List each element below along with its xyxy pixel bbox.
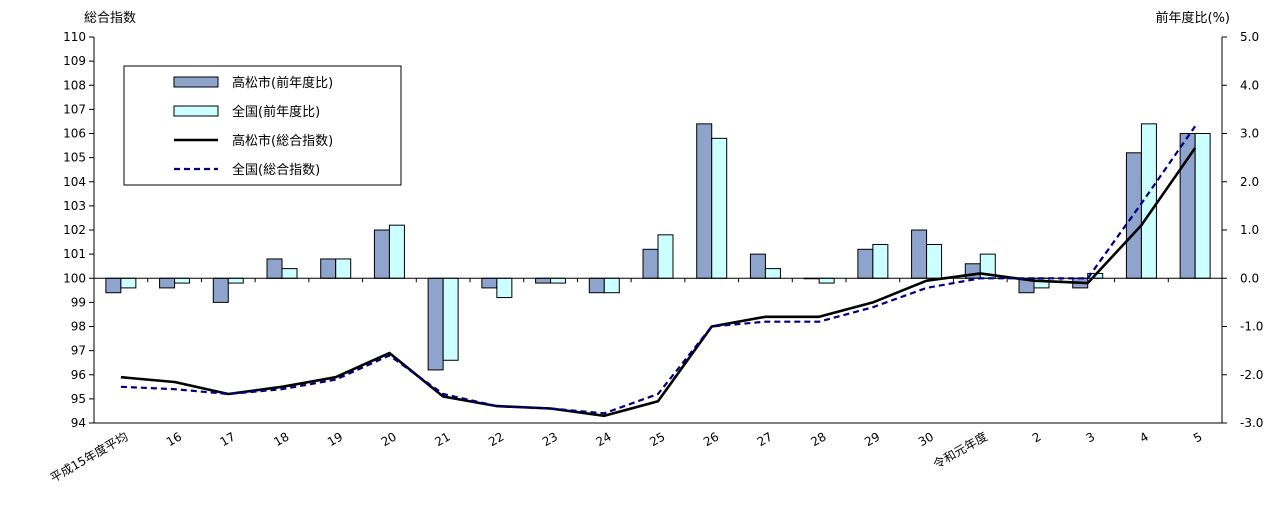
bar-national-15 [926,243,943,279]
category-label: 28 [808,429,828,449]
category-label: 20 [379,429,399,449]
right-tick-label: 5.0 [1240,30,1259,44]
left-tick-label: 97 [71,344,86,358]
category-label: 27 [755,429,775,449]
legend-label-0: 高松市(前年度比) [232,75,333,91]
right-axis-title: 前年度比(%) [1155,11,1231,26]
legend-label-1: 全国(前年度比) [232,104,320,120]
bar-takamatsu-1 [159,277,176,289]
right-tick-label: 4.0 [1240,78,1259,92]
bar-national-8 [550,277,567,284]
bar-takamatsu-14 [857,248,874,279]
line-national-index [120,125,1197,415]
left-tick-label: 103 [63,199,86,213]
bar-takamatsu-8 [535,277,552,284]
category-label: 26 [701,429,721,449]
left-tick-label: 102 [63,223,86,237]
left-tick-label: 104 [63,175,86,189]
bar-national-7 [496,277,513,299]
category-label: 23 [540,429,560,449]
category-label: 令和元年度 [930,429,989,472]
category-label: 16 [164,429,184,449]
bar-takamatsu-5 [373,229,390,279]
category-label: 4 [1137,429,1151,445]
tick-labels: 94 95 96 97 98 99 100 101 102 103 104 105 106 107 108 1… [47,30,1263,485]
legend-label-2: 高松市(総合指数) [232,133,333,149]
category-label: 21 [432,429,452,449]
legend-swatch-1 [173,105,219,117]
bar-takamatsu-2 [212,277,229,303]
legend-swatch-0 [173,76,219,88]
bar-national-10 [657,234,674,279]
bar-takamatsu-7 [481,277,498,289]
right-tick-label: 1.0 [1240,223,1259,237]
bar-national-6 [442,277,459,361]
bar-national-9 [603,277,620,294]
category-label: 25 [647,429,667,449]
left-tick-label: 100 [63,271,86,285]
category-label: 5 [1191,429,1205,445]
bar-takamatsu-19 [1125,152,1142,279]
bar-national-4 [335,258,352,279]
right-tick-label: 0.0 [1240,271,1259,285]
axes [89,36,1227,424]
legend-box [123,65,402,186]
right-tick-label: -1.0 [1240,320,1263,334]
bar-takamatsu-10 [642,248,659,279]
left-tick-label: 110 [63,30,86,44]
right-tick-label: 3.0 [1240,127,1259,141]
legend: 高松市(前年度比) 全国(前年度比) 高松市(総合指数) 全国(総合指数) [123,65,402,186]
left-tick-label: 98 [71,320,86,334]
category-label: 18 [271,429,291,449]
left-tick-label: 107 [63,102,86,116]
bar-national-3 [281,268,298,279]
category-label: 29 [862,429,882,449]
category-label: 19 [325,429,345,449]
bar-national-14 [872,243,889,279]
left-tick-label: 95 [71,392,86,406]
right-tick-label: 2.0 [1240,175,1259,189]
left-tick-label: 96 [71,368,86,382]
right-tick-label: -3.0 [1240,416,1263,430]
line-takamatsu-index [120,147,1197,418]
left-tick-label: 108 [63,78,86,92]
legend-label-3: 全国(総合指数) [232,162,320,178]
bar-takamatsu-9 [588,277,605,294]
bar-takamatsu-4 [320,258,337,279]
left-axis-title: 総合指数 [84,11,137,26]
bar-takamatsu-6 [427,277,444,371]
bar-national-1 [174,277,191,284]
bar-takamatsu-3 [266,258,283,279]
category-label: 30 [916,429,936,449]
bar-takamatsu-11 [696,123,713,279]
bar-takamatsu-0 [105,277,122,294]
bar-takamatsu-20 [1179,133,1196,279]
category-label: 3 [1084,429,1098,445]
bars [105,123,1211,371]
left-tick-label: 94 [71,416,86,430]
left-tick-label: 101 [63,247,86,261]
bar-national-2 [227,277,244,284]
bar-national-5 [388,224,405,279]
category-label: 22 [486,429,506,449]
bar-takamatsu-15 [911,229,928,279]
left-tick-label: 106 [63,127,86,141]
lines [120,125,1197,418]
right-tick-label: -2.0 [1240,368,1263,382]
bar-national-0 [120,277,137,289]
bar-national-13 [818,277,835,284]
category-label: 17 [218,429,238,449]
bar-takamatsu-12 [749,253,766,279]
category-label: 2 [1030,429,1044,445]
bar-national-20 [1194,133,1211,279]
left-tick-label: 105 [63,151,86,165]
left-tick-label: 99 [71,295,86,309]
left-tick-label: 109 [63,54,86,68]
bar-national-11 [711,137,728,279]
category-label: 24 [594,429,614,449]
bar-national-12 [764,268,781,279]
category-label: 平成15年度平均 [47,429,130,486]
